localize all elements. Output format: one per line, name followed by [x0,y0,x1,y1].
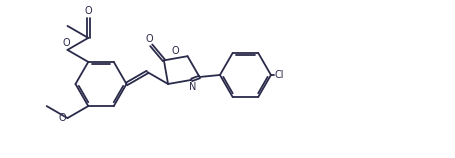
Text: O: O [146,34,153,44]
Text: O: O [84,6,92,16]
Text: O: O [62,38,70,48]
Text: O: O [172,46,179,56]
Text: O: O [59,113,66,123]
Text: Cl: Cl [274,70,283,80]
Text: N: N [189,82,196,92]
